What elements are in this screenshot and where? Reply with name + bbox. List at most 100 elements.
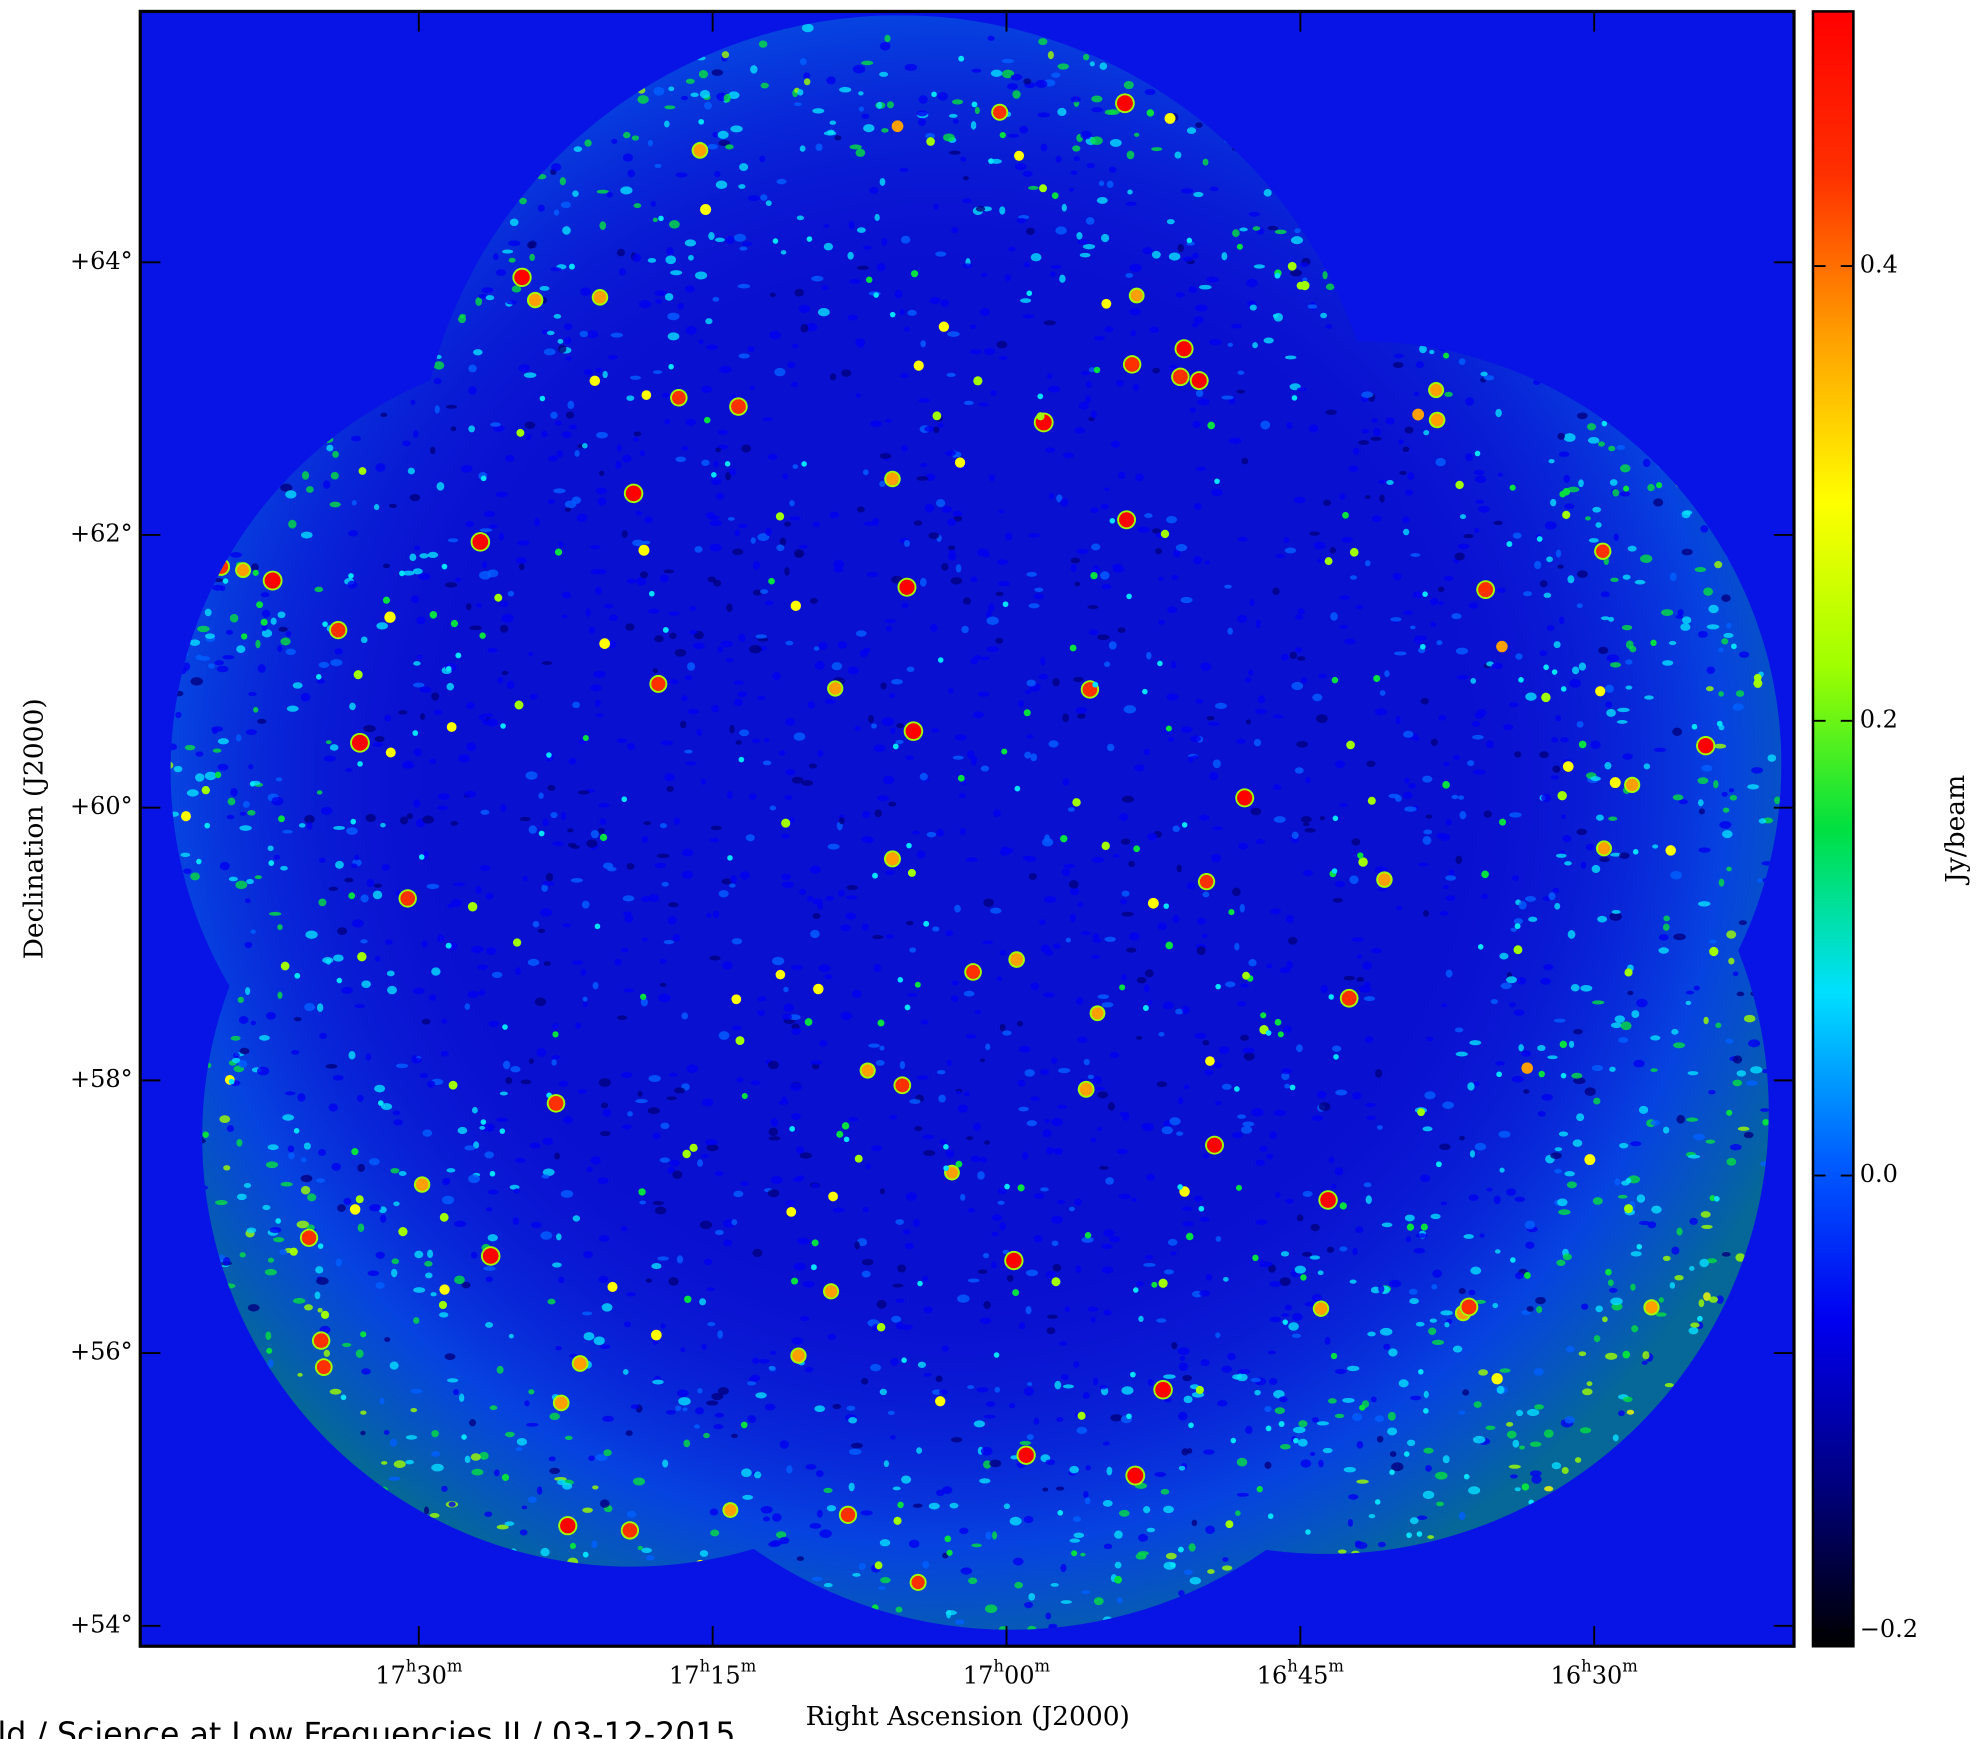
noise-speck xyxy=(1387,1428,1397,1436)
noise-speck xyxy=(1023,78,1031,84)
source xyxy=(223,578,229,584)
noise-speck xyxy=(297,1093,305,1102)
source xyxy=(813,984,824,995)
noise-speck xyxy=(1291,236,1303,244)
noise-speck xyxy=(675,649,687,657)
noise-speck xyxy=(639,1201,646,1205)
noise-speck xyxy=(1537,1045,1546,1051)
noise-speck xyxy=(858,91,863,95)
noise-speck xyxy=(529,1058,534,1064)
noise-speck xyxy=(1688,1071,1699,1075)
noise-speck xyxy=(190,677,202,685)
noise-speck xyxy=(1432,1340,1444,1345)
noise-speck xyxy=(1573,1029,1583,1034)
noise-speck xyxy=(1161,1489,1170,1495)
noise-speck xyxy=(791,965,803,970)
noise-speck xyxy=(1393,573,1402,581)
noise-speck xyxy=(458,1127,468,1134)
noise-speck xyxy=(471,946,483,953)
noise-speck xyxy=(661,882,668,887)
source xyxy=(1133,845,1140,852)
noise-speck xyxy=(337,1204,346,1212)
noise-speck xyxy=(849,279,861,284)
noise-speck xyxy=(715,1171,723,1176)
noise-speck xyxy=(986,617,998,625)
noise-speck xyxy=(1190,407,1196,412)
noise-speck xyxy=(531,1222,542,1228)
noise-speck xyxy=(1642,1361,1648,1365)
noise-speck xyxy=(955,1619,965,1624)
noise-speck xyxy=(558,1277,564,1284)
noise-speck xyxy=(307,1193,316,1201)
noise-speck xyxy=(1194,503,1202,510)
noise-speck xyxy=(1264,1462,1271,1469)
source xyxy=(1182,822,1188,828)
noise-speck xyxy=(1733,971,1738,976)
source xyxy=(1242,972,1250,980)
noise-speck xyxy=(1458,1411,1465,1415)
noise-speck xyxy=(543,1138,553,1145)
noise-speck xyxy=(1647,484,1654,491)
noise-speck xyxy=(1540,978,1551,985)
noise-speck xyxy=(591,830,599,838)
noise-speck xyxy=(593,671,605,678)
noise-speck xyxy=(772,1513,782,1521)
noise-speck xyxy=(1431,1284,1437,1290)
noise-speck xyxy=(1240,904,1245,913)
noise-speck xyxy=(946,373,955,377)
noise-speck xyxy=(1039,919,1045,924)
source xyxy=(1207,422,1215,430)
noise-speck xyxy=(1199,285,1212,290)
noise-speck xyxy=(243,801,250,808)
noise-speck xyxy=(1686,991,1694,995)
noise-speck xyxy=(660,574,669,582)
noise-speck xyxy=(603,1109,612,1117)
noise-speck xyxy=(1435,1472,1447,1480)
noise-speck xyxy=(1644,763,1650,769)
noise-speck xyxy=(1069,880,1079,889)
noise-speck xyxy=(1515,653,1522,659)
source xyxy=(430,611,438,619)
noise-speck xyxy=(967,750,975,759)
noise-speck xyxy=(584,369,594,375)
noise-speck xyxy=(1050,271,1055,276)
noise-speck xyxy=(675,456,686,462)
noise-speck xyxy=(528,652,533,656)
noise-speck xyxy=(1416,361,1425,368)
noise-speck xyxy=(1269,1131,1276,1139)
noise-speck xyxy=(1295,647,1302,652)
noise-speck xyxy=(870,420,882,427)
noise-speck xyxy=(1158,577,1164,581)
noise-speck xyxy=(190,872,200,880)
noise-speck xyxy=(368,1270,379,1276)
noise-speck xyxy=(1366,1195,1372,1204)
source xyxy=(256,601,263,608)
noise-speck xyxy=(354,1004,365,1008)
noise-speck xyxy=(923,1306,932,1313)
noise-speck xyxy=(1399,471,1406,475)
noise-speck xyxy=(1730,795,1737,801)
noise-speck xyxy=(1110,139,1122,147)
source xyxy=(1443,353,1449,359)
noise-speck xyxy=(1423,430,1429,435)
noise-speck xyxy=(867,572,878,577)
noise-speck xyxy=(1356,605,1363,609)
source xyxy=(384,612,395,623)
noise-speck xyxy=(1229,437,1242,444)
noise-speck xyxy=(1446,970,1453,978)
noise-speck xyxy=(642,938,648,942)
noise-speck xyxy=(422,1019,431,1025)
noise-speck xyxy=(889,693,895,698)
noise-speck xyxy=(675,172,687,177)
noise-speck xyxy=(578,1089,587,1094)
noise-speck xyxy=(681,446,688,450)
noise-speck xyxy=(1291,682,1303,690)
noise-speck xyxy=(1176,1131,1183,1136)
noise-speck xyxy=(847,885,858,890)
noise-speck xyxy=(990,390,996,396)
noise-speck xyxy=(572,960,583,964)
noise-speck xyxy=(1237,1458,1248,1467)
noise-speck xyxy=(863,246,872,250)
noise-speck xyxy=(1047,1315,1058,1319)
noise-speck xyxy=(1145,969,1154,977)
